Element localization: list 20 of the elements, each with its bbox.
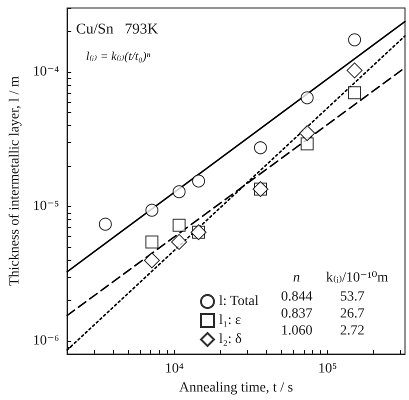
x-axis-title: Annealing time, t / s	[179, 380, 294, 396]
annotation: 0.837	[281, 306, 312, 322]
annotation: 1.060	[281, 324, 312, 338]
legend-label: l₁: ε	[219, 313, 242, 328]
annotation: n	[293, 270, 300, 286]
x-tick-label: 10⁵	[318, 362, 338, 377]
legend-label: l₂: δ	[219, 332, 242, 347]
annotation: 2.72	[340, 324, 364, 338]
annotation: 53.7	[340, 290, 364, 304]
legend-label: l: Total	[219, 294, 259, 309]
annotation: l₍ᵢ₎ = k₍ᵢ₎(t/t₀)ⁿ	[86, 49, 151, 63]
annotation: 0.844	[281, 290, 312, 304]
annotation: 26.7	[340, 306, 364, 322]
x-tick-label: 10⁴	[164, 362, 184, 377]
annotation: Cu/Sn 793K	[76, 22, 158, 38]
y-tick-label: 10⁻⁵	[32, 199, 60, 214]
y-tick-label: 10⁻⁴	[32, 64, 60, 80]
y-tick-label: 10⁻⁶	[32, 334, 60, 349]
annotation: k₍ᵢ₎/10⁻¹⁰m	[326, 270, 388, 286]
y-axis-title: Thickness of intermetallic layer, l / m	[8, 76, 22, 286]
